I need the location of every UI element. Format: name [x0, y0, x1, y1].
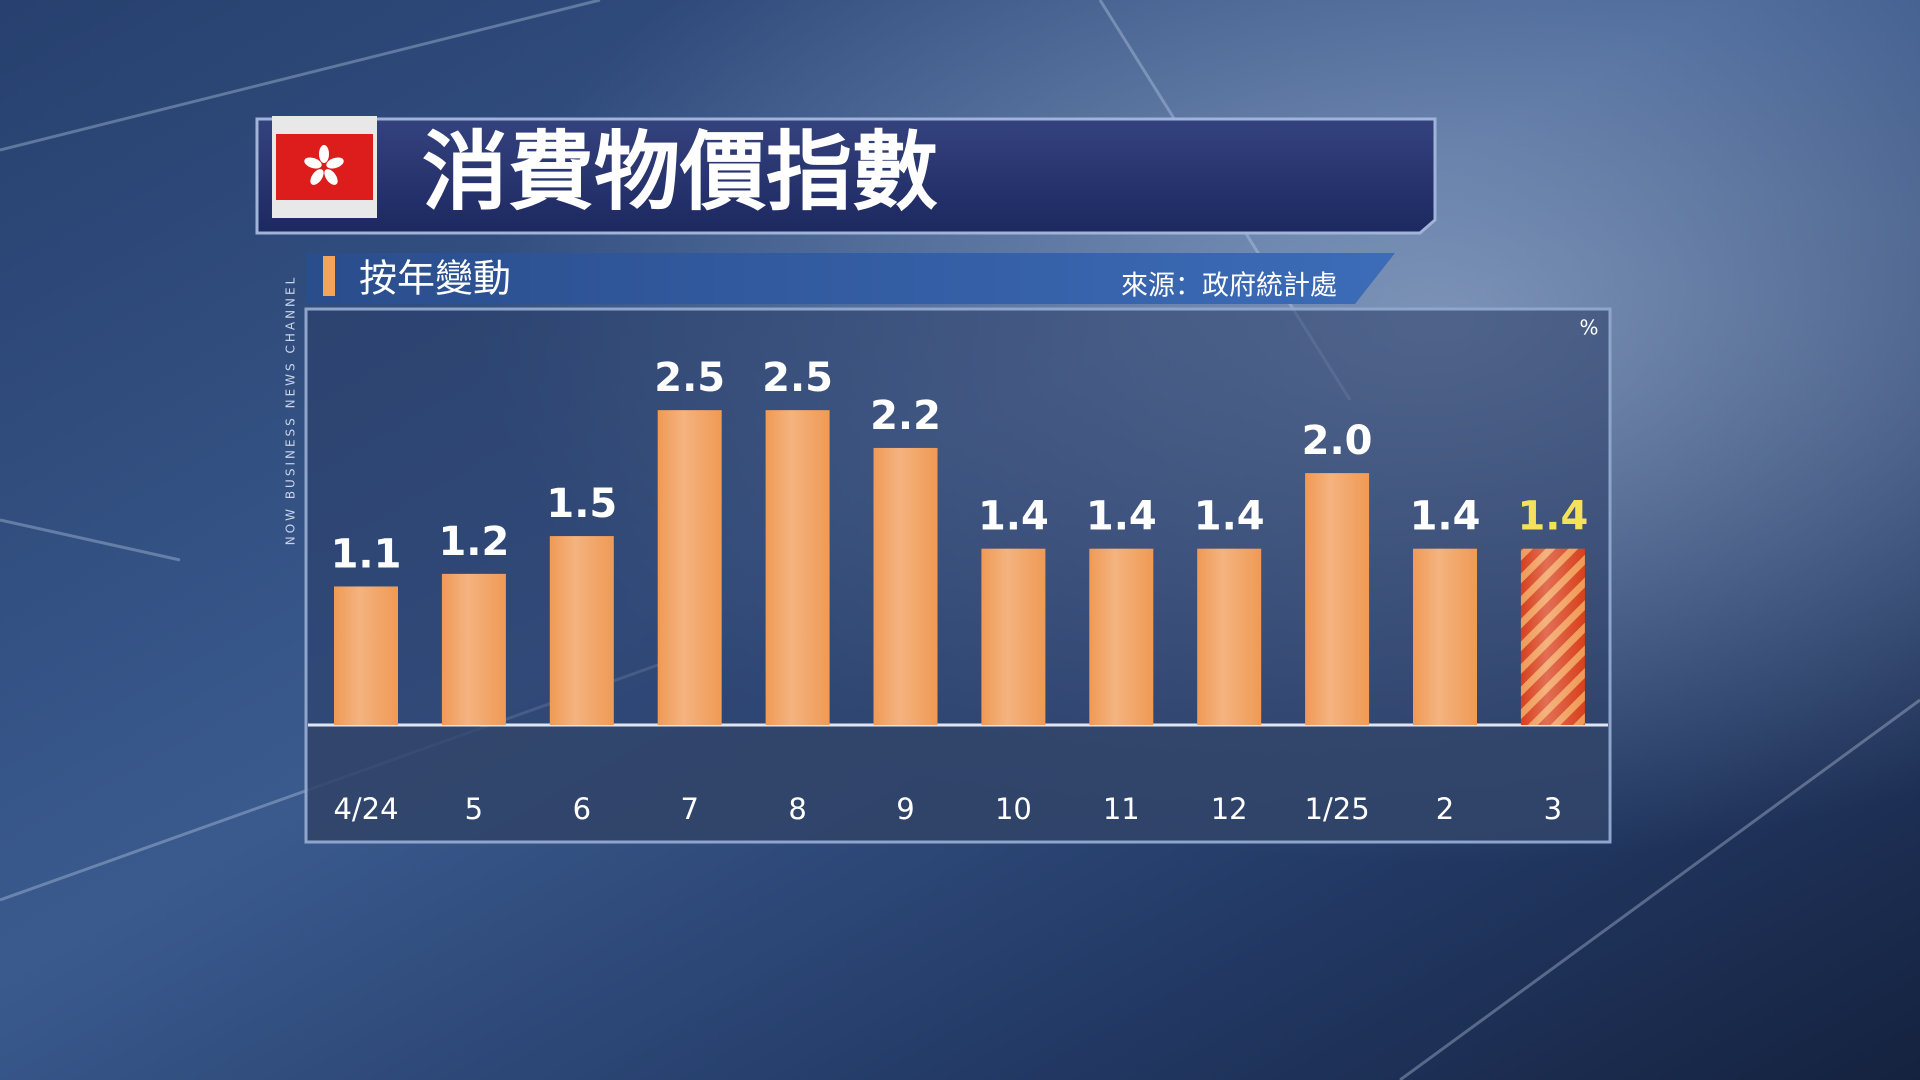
value-label: 1.4 [1410, 494, 1481, 540]
bar-shine [1520, 548, 1585, 725]
value-label: 1.4 [978, 494, 1049, 540]
x-tick-label: 7 [680, 792, 698, 826]
value-label: 2.0 [1302, 418, 1373, 464]
bar-shine [657, 410, 722, 725]
value-label: 1.4 [1086, 494, 1157, 540]
value-label: 2.5 [762, 355, 833, 401]
x-tick-label: 2 [1436, 792, 1454, 826]
value-label: 1.1 [331, 531, 402, 577]
bar-shine [1305, 473, 1370, 725]
value-label: 1.4 [1194, 494, 1265, 540]
x-tick-label: 6 [573, 792, 591, 826]
value-label: 2.5 [654, 355, 725, 401]
bar-shine [441, 573, 506, 725]
x-label-band [308, 727, 1608, 840]
value-label: 2.2 [870, 393, 941, 439]
subtitle-marker [323, 256, 335, 296]
bar-shine [873, 447, 938, 725]
title-banner [255, 117, 1437, 235]
x-tick-label: 11 [1103, 792, 1140, 826]
x-tick-label: 8 [788, 792, 806, 826]
flag-emblem [304, 145, 344, 185]
bar-shine [981, 548, 1046, 725]
bar-shine [1413, 548, 1477, 725]
value-label: 1.5 [546, 481, 617, 527]
value-label: 1.4 [1517, 494, 1588, 540]
x-tick-label: 10 [995, 792, 1032, 826]
chart-title: 消費物價指數 [422, 122, 938, 222]
bar-shine [1089, 548, 1154, 725]
x-tick-label: 5 [465, 792, 483, 826]
subtitle: 按年變動 [359, 257, 511, 301]
channel-label: NOW BUSINESS NEWS CHANNEL [284, 275, 298, 546]
bar-shine [549, 536, 614, 725]
x-tick-label: 3 [1544, 792, 1562, 826]
bar-shine [1197, 548, 1262, 725]
bar-shine [334, 586, 398, 725]
subtitle-bar [306, 253, 1395, 304]
flag [276, 134, 373, 200]
x-tick-label: 4/24 [333, 792, 398, 826]
x-tick-label: 12 [1211, 792, 1248, 826]
x-tick-label: 1/25 [1305, 792, 1370, 826]
source: 來源：政府統計處 [1121, 271, 1337, 302]
value-label: 1.2 [438, 519, 509, 565]
unit-label: % [1579, 316, 1598, 340]
x-tick-label: 9 [896, 792, 914, 826]
bar-shine [765, 410, 830, 725]
